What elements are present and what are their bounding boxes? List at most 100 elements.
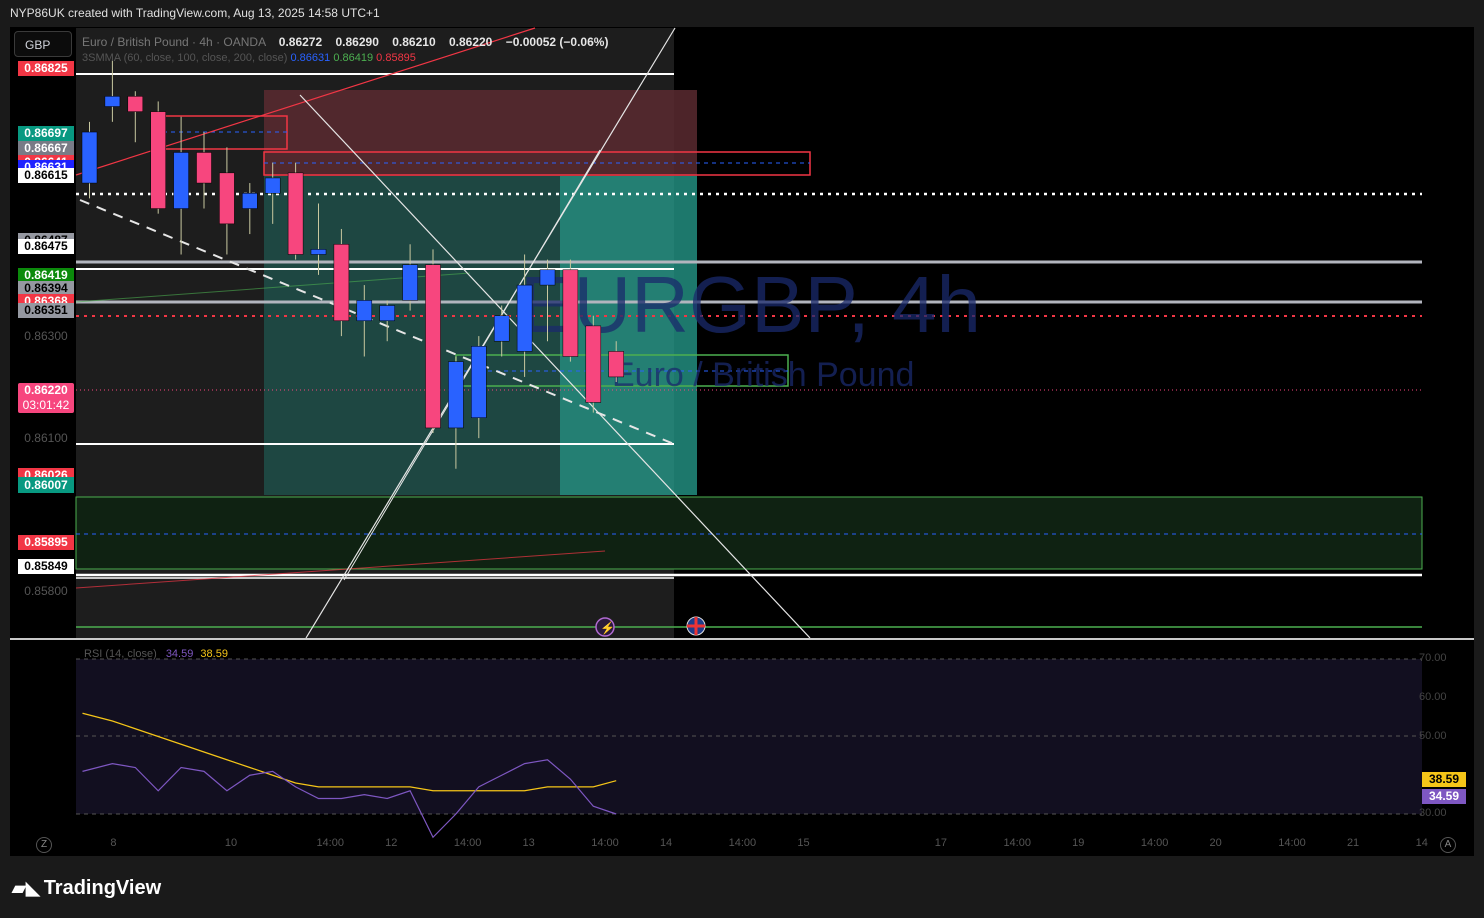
tradingview-brand: TradingView bbox=[43, 877, 162, 899]
ohlc-change: −0.00052 (−0.06%) bbox=[505, 35, 609, 49]
price-label: 0.86667 bbox=[18, 141, 74, 157]
rsi-line bbox=[82, 759, 617, 839]
candle-body[interactable] bbox=[402, 264, 418, 301]
candle-body[interactable] bbox=[516, 284, 533, 352]
candle-body[interactable] bbox=[81, 131, 98, 184]
price-scale-tick: 0.86300 bbox=[24, 328, 68, 343]
candle-body[interactable] bbox=[539, 269, 556, 286]
time-axis-label: 20 bbox=[1209, 837, 1222, 849]
price-label: 0.86394 bbox=[18, 280, 74, 296]
candle-body[interactable] bbox=[287, 172, 304, 255]
candle-body[interactable] bbox=[242, 193, 258, 209]
ma-legend[interactable]: 3SMMA (60, close, 100, close, 200, close… bbox=[82, 52, 416, 64]
tradingview-logo[interactable]: ▰◣ TradingView bbox=[12, 877, 161, 900]
candle-body[interactable] bbox=[379, 305, 395, 322]
candle-body[interactable] bbox=[173, 152, 189, 209]
candle-body[interactable] bbox=[264, 177, 281, 194]
trend-red-ma bbox=[75, 550, 606, 589]
current-price-countdown: 03:01:42 bbox=[22, 398, 70, 412]
ohlc-close: 0.86220 bbox=[448, 35, 493, 49]
rsi-ma-value: 38.59 bbox=[200, 648, 228, 660]
header-text: NYP86UK created with TradingView.com, Au… bbox=[10, 6, 380, 20]
rsi-ma-badge: 38.59 bbox=[1422, 772, 1466, 787]
price-label: 0.86475 bbox=[18, 239, 74, 255]
candle-body[interactable] bbox=[493, 315, 510, 342]
event-flash-icon[interactable] bbox=[595, 617, 615, 637]
rsi-level-label: 70.00 bbox=[1419, 652, 1447, 664]
time-axis-label: 12 bbox=[385, 837, 398, 849]
candle-body[interactable] bbox=[196, 152, 212, 184]
candle-body[interactable] bbox=[127, 96, 144, 112]
time-axis-label: 21 bbox=[1346, 837, 1360, 849]
candle-body[interactable] bbox=[104, 96, 121, 107]
price-label: 0.86825 bbox=[18, 60, 74, 76]
candle-body[interactable] bbox=[219, 172, 235, 225]
candle-body[interactable] bbox=[356, 300, 373, 322]
rsi-ma-line bbox=[82, 712, 617, 792]
candle-body[interactable] bbox=[310, 249, 327, 255]
time-axis-label: 15 bbox=[797, 837, 810, 849]
time-axis-label: 14:00 bbox=[1140, 837, 1169, 849]
tradingview-logo-icon: ▰◣ bbox=[12, 878, 40, 898]
ohlc-legend: Euro / British Pound · 4h · OANDA 0.8627… bbox=[82, 35, 608, 49]
candle-body[interactable] bbox=[471, 346, 487, 418]
price-label: 0.86697 bbox=[18, 126, 74, 142]
time-axis-label: 14:00 bbox=[591, 837, 619, 849]
price-scale-tick: 0.86100 bbox=[24, 430, 68, 445]
candle-body[interactable] bbox=[333, 244, 350, 322]
price-label: 0.86419 bbox=[18, 267, 74, 283]
time-axis-label: 14:00 bbox=[1278, 837, 1306, 849]
time-axis-label: 14 bbox=[659, 837, 673, 849]
ma3-value: 0.85895 bbox=[376, 52, 416, 64]
price-label: 0.85895 bbox=[18, 535, 74, 551]
candles bbox=[81, 60, 624, 469]
time-axis-label: 14:00 bbox=[316, 837, 344, 849]
ma2-value: 0.86419 bbox=[333, 52, 374, 64]
event-flash-glyph: ⚡ bbox=[600, 621, 615, 635]
price-scale-tick: 0.85800 bbox=[24, 583, 68, 598]
rsi-label: RSI (14, close) bbox=[84, 648, 157, 660]
time-axis-label: 10 bbox=[224, 837, 238, 849]
price-label: 0.86007 bbox=[18, 478, 74, 494]
price-label: 0.85849 bbox=[18, 558, 74, 574]
buy-zone-2 bbox=[560, 176, 697, 495]
auto-scale-z-button[interactable]: Z bbox=[36, 837, 52, 853]
rsi-badge: 34.59 bbox=[1422, 789, 1466, 804]
time-axis-label: 14:00 bbox=[728, 837, 757, 849]
current-price-value: 0.86220 bbox=[24, 383, 68, 397]
candle-body[interactable] bbox=[562, 269, 579, 357]
fan-line-1 bbox=[299, 94, 811, 639]
current-price-label: 0.86220 03:01:42 bbox=[18, 383, 74, 413]
currency-button[interactable]: GBP bbox=[14, 31, 72, 57]
demand-zone bbox=[75, 496, 1423, 570]
rsi-level-label: 50.00 bbox=[1419, 729, 1447, 742]
price-label: 0.86351 bbox=[18, 302, 74, 318]
candle-body[interactable] bbox=[448, 361, 464, 429]
candle-body[interactable] bbox=[425, 264, 441, 429]
rsi-level-label: 30.00 bbox=[1419, 807, 1447, 819]
time-axis-label: 13 bbox=[522, 837, 535, 849]
watermark-name: Euro / British Pound bbox=[612, 356, 914, 394]
rsi-value: 34.59 bbox=[165, 648, 194, 660]
candle-body[interactable] bbox=[150, 111, 166, 209]
ohlc-low: 0.86210 bbox=[392, 35, 436, 49]
ma1-value: 0.86631 bbox=[290, 52, 331, 64]
ohlc-open: 0.86272 bbox=[278, 35, 323, 49]
time-axis-label: 17 bbox=[934, 837, 947, 849]
pane-divider[interactable] bbox=[10, 638, 1474, 640]
time-axis-label: 19 bbox=[1072, 837, 1085, 849]
time-axis-label: 14 bbox=[1415, 837, 1428, 849]
buy-zone bbox=[264, 176, 560, 495]
rsi-legend[interactable]: RSI (14, close) 34.59 38.59 bbox=[84, 648, 228, 660]
price-label: 0.86615 bbox=[18, 167, 74, 183]
ma-label: 3SMMA (60, close, 100, close, 200, close… bbox=[82, 52, 288, 64]
candle-body[interactable] bbox=[608, 351, 624, 378]
time-axis-label: 14:00 bbox=[1003, 837, 1031, 849]
time-axis-label: 14:00 bbox=[453, 837, 482, 849]
rsi-level-label: 60.00 bbox=[1419, 690, 1447, 703]
candle-body[interactable] bbox=[585, 325, 602, 403]
auto-scale-a-button[interactable]: A bbox=[1440, 837, 1456, 853]
ohlc-high: 0.86290 bbox=[335, 35, 379, 49]
symbol-title[interactable]: Euro / British Pound · 4h · OANDA bbox=[82, 35, 266, 49]
